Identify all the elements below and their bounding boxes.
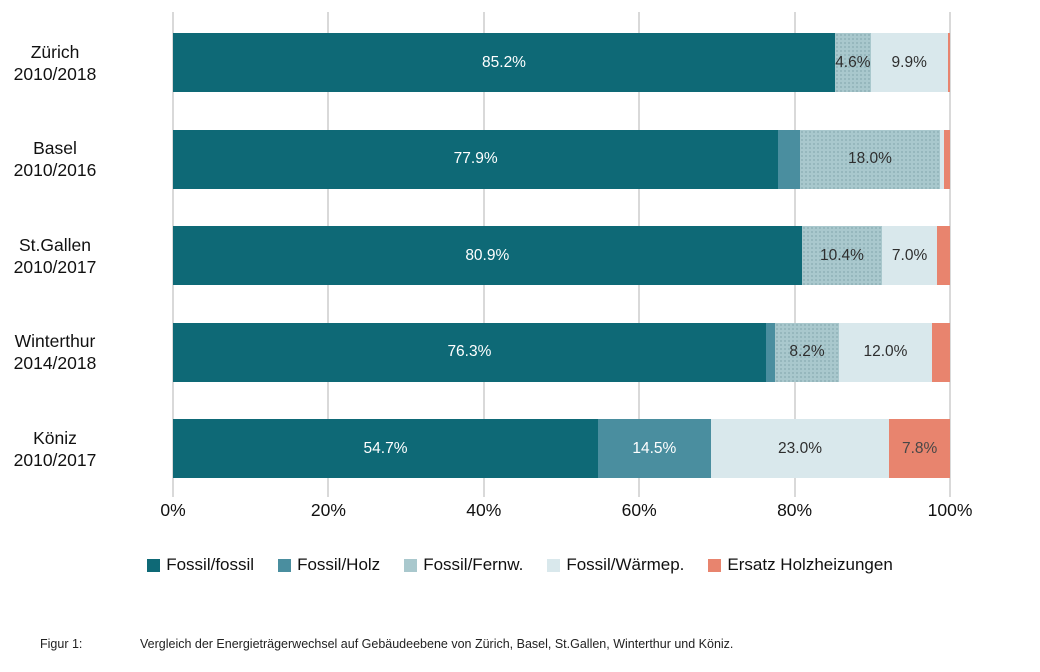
category-city: Basel (33, 138, 77, 158)
bar-segment: 18.0% (800, 129, 940, 189)
legend: Fossil/fossil Fossil/Holz Fossil/Fernw. Fos… (0, 555, 1040, 575)
x-axis: 0% 20% 40% 60% 80% 100% (160, 500, 972, 526)
bar-segment (778, 129, 801, 189)
category-city: St.Gallen (19, 234, 91, 255)
category-label: Zürich 2010/2018 (0, 41, 160, 85)
bar-row: 80.9% 10.4% 7.0% (173, 226, 950, 285)
axis-tick-label: 80% (777, 500, 813, 520)
bar-segment-label: 7.0% (891, 246, 928, 264)
legend-label: Fossil/Wärmep. (566, 555, 685, 574)
caption-text: Vergleich der Energieträgerwechsel auf G… (140, 637, 734, 651)
bar-segment: 76.3% (173, 322, 766, 382)
category-label: Köniz 2010/2017 (0, 427, 160, 471)
category-period: 2010/2017 (13, 449, 97, 470)
legend-item: Ersatz Holzheizungen (708, 555, 893, 575)
bar-segment-label: 23.0% (778, 439, 822, 457)
axis-tick-label: 60% (621, 500, 657, 520)
bar-segment: 54.7% (173, 419, 599, 478)
bar-row: 85.2% 4.6% 9.9% (173, 33, 950, 92)
bar-segment-label: 10.4% (820, 246, 864, 264)
axis-tick-label: 100% (927, 500, 973, 520)
legend-item: Fossil/fossil (147, 555, 254, 575)
bar-segment-label: 12.0% (863, 343, 908, 361)
bar-segment: 14.5% (598, 419, 711, 478)
legend-label: Fossil/fossil (166, 555, 255, 574)
bar-segment-label: 9.9% (891, 53, 927, 71)
axis-tick-label: 0% (160, 500, 186, 520)
category-city: Winterthur (14, 331, 96, 351)
bar-segment (947, 33, 950, 92)
bar-segment-label: 4.6% (835, 53, 871, 71)
category-label: Basel 2010/2016 (0, 137, 160, 181)
category-city: Köniz (33, 427, 77, 448)
figure-caption: Figur 1: Vergleich der Energieträgerwech… (0, 637, 1040, 657)
axis-tick-label: 40% (466, 500, 502, 520)
legend-swatch (547, 558, 561, 572)
bar-segment: 7.8% (889, 419, 950, 478)
bar-segment-label: 7.8% (902, 439, 938, 457)
bar-segment: 7.0% (882, 226, 937, 285)
category-period: 2010/2018 (13, 63, 97, 84)
bar-segment: 8.2% (775, 322, 839, 382)
category-label: Winterthur 2014/2018 (0, 330, 160, 374)
legend-label: Fossil/Fernw. (423, 555, 524, 574)
legend-item: Fossil/Holz (278, 555, 380, 575)
bar-segment (765, 322, 776, 382)
legend-swatch (278, 558, 292, 572)
bar-segment-label: 18.0% (847, 150, 892, 168)
bar-segment-label: 14.5% (632, 439, 677, 457)
legend-swatch (404, 558, 418, 572)
bar-segment: 23.0% (710, 419, 890, 478)
bar-segment: 10.4% (801, 226, 883, 285)
bar-segment-label: 76.3% (447, 343, 492, 361)
legend-swatch (708, 558, 722, 572)
gridline (949, 12, 951, 497)
bar-segment-label: 85.2% (482, 53, 526, 71)
legend-item: Fossil/Fernw. (404, 555, 523, 575)
caption-label: Figur 1: (40, 637, 83, 651)
bar-segment: 85.2% (173, 33, 835, 92)
bar-segment-label: 80.9% (465, 246, 510, 264)
bar-segment-label: 54.7% (363, 439, 408, 457)
plot-area: 85.2% 4.6% 9.9% 77.9% 18.0% 80.9% 10.4% 7.0% 76.… (172, 12, 951, 497)
bar-segment: 77.9% (173, 129, 779, 189)
bar-segment: 9.9% (870, 33, 948, 92)
bar-segment (932, 322, 950, 382)
legend-swatch (147, 558, 161, 572)
category-period: 2010/2017 (13, 256, 97, 277)
category-period: 2014/2018 (13, 353, 97, 373)
bar-row: 76.3% 8.2% 12.0% (173, 322, 950, 382)
category-city: Zürich (30, 41, 80, 62)
bar-segment: 80.9% (173, 226, 802, 285)
bar-segment: 4.6% (835, 33, 871, 92)
bar-segment-label: 77.9% (453, 150, 498, 168)
axis-tick-label: 20% (310, 500, 346, 520)
bar-segment: 12.0% (838, 322, 933, 382)
bar-segment (939, 129, 944, 189)
category-period: 2010/2016 (13, 160, 97, 180)
bar-row: 77.9% 18.0% (173, 129, 950, 189)
legend-label: Fossil/Holz (297, 555, 381, 574)
bar-segment-label: 8.2% (789, 343, 825, 361)
bar-row: 54.7% 14.5% 23.0% 7.8% (173, 419, 950, 478)
legend-label: Ersatz Holzheizungen (727, 555, 893, 574)
bar-segment (943, 129, 950, 189)
bar-segment (936, 226, 950, 285)
category-label: St.Gallen 2010/2017 (0, 234, 160, 278)
legend-item: Fossil/Wärmep. (547, 555, 684, 575)
